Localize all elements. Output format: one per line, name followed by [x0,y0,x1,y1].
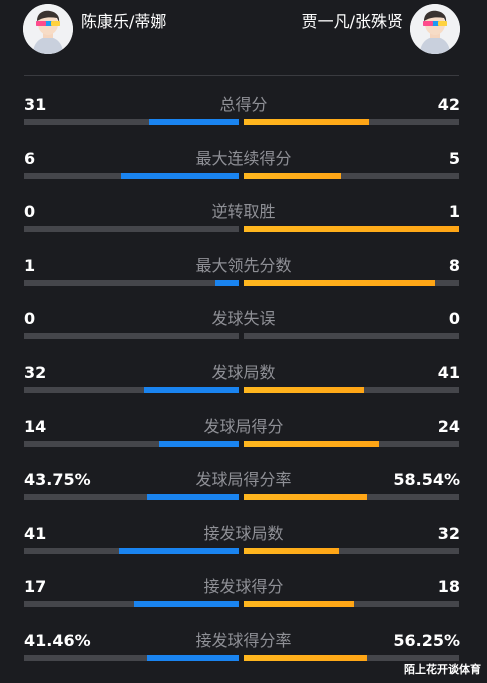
stat-right-bar-fill [244,226,459,233]
stat-right-value: 42 [437,95,460,114]
stat-label: 接发球得分 [203,577,284,597]
stat-left-bar-track [24,279,239,286]
stat-right-value: 8 [448,255,460,275]
stat-left-bar-fill [133,601,239,608]
stat-label: 发球失误 [211,309,276,329]
stat-left-bar-track [24,333,239,340]
stat-right-bar-fill [244,655,367,661]
stat-row: 发球局得分 14 24 [0,417,487,457]
left-player-avatar[interactable] [23,4,73,54]
stat-right-value: 5 [448,148,460,168]
stat-right-bar-fill [244,494,367,501]
stat-right-value: 32 [437,523,460,543]
stat-row: 发球局数 32 41 [0,363,487,403]
stat-right-value: 56.25% [393,631,460,650]
stat-left-bar-track [24,172,239,179]
stat-left-value: 17 [24,577,47,597]
stat-left-bar-fill [215,279,239,286]
stat-left-bar-track [24,601,239,608]
stat-left-value: 32 [24,363,47,382]
stat-right-bar-fill [244,601,354,608]
stat-label: 发球局数 [211,363,276,382]
stat-row: 总得分 31 42 [0,95,487,135]
stat-right-value: 58.54% [393,470,460,490]
stat-row: 最大领先分数 1 8 [0,256,487,296]
stat-right-bar-track [244,440,459,447]
stat-left-value: 6 [24,148,36,168]
stat-right-bar-fill [244,547,339,554]
stat-right-bar-track [244,601,459,608]
stat-right-bar-fill [244,279,436,286]
stat-left-bar-track [24,387,239,393]
stat-left-bar-fill [146,655,239,661]
stat-right-bar-track [244,333,459,340]
stat-right-value: 1 [448,202,460,222]
stat-label: 逆转取胜 [211,202,276,222]
left-player-name: 陈康乐/蒂娜 [81,12,167,31]
stat-right-value: 0 [448,309,460,329]
watermark: 陌上花开谈体育 [404,663,481,676]
stat-row: 接发球局数 41 32 [0,524,487,564]
stat-right-bar-track [244,494,459,501]
stat-left-bar-fill [118,547,239,554]
stat-right-bar-fill [244,172,341,179]
stat-right-bar-fill [244,440,380,447]
stat-row: 发球失误 0 0 [0,309,487,349]
stat-row: 接发球得分 17 18 [0,577,487,617]
stat-left-value: 41.46% [24,631,91,650]
stat-left-bar-track [24,119,239,125]
right-player-name: 贾一凡/张殊贤 [301,12,403,31]
stat-left-bar-track [24,547,239,554]
stat-label: 发球局得分 [203,416,284,436]
stat-label: 最大领先分数 [195,255,292,275]
stat-left-value: 1 [24,255,36,275]
header-divider [24,75,459,76]
stat-left-bar-track [24,494,239,501]
stat-row: 发球局得分率 43.75% 58.54% [0,470,487,510]
match-header: 陈康乐/蒂娜 贾一凡/张殊贤 [0,0,487,76]
stat-right-bar-track [244,279,459,286]
stat-right-value: 24 [437,416,460,436]
stat-right-bar-track [244,226,459,233]
stat-left-bar-fill [144,387,239,393]
stat-right-bar-track [244,655,459,661]
stat-left-bar-track [24,226,239,233]
stat-right-bar-track [244,547,459,554]
stat-label: 最大连续得分 [195,148,292,168]
stat-left-value: 0 [24,309,36,329]
right-player-avatar[interactable] [410,4,460,54]
stat-label: 接发球局数 [203,523,284,543]
stat-left-bar-fill [120,172,239,179]
stat-left-bar-track [24,440,239,447]
stat-right-bar-track [244,387,459,393]
stat-left-bar-fill [148,119,239,125]
stat-row: 最大连续得分 6 5 [0,149,487,189]
stat-label: 总得分 [219,95,268,114]
stat-right-bar-fill [244,387,365,393]
stat-left-value: 31 [24,95,47,114]
player-avatar-icon [23,4,73,54]
player-avatar-icon [410,4,460,54]
stat-right-bar-fill [244,119,369,125]
stat-left-bar-track [24,655,239,661]
stat-row: 逆转取胜 0 1 [0,202,487,242]
stat-left-bar-fill [146,494,239,501]
stat-left-value: 43.75% [24,470,91,490]
stat-right-value: 41 [437,363,460,382]
stat-label: 接发球得分率 [195,631,292,650]
stat-row: 接发球得分率 41.46% 56.25% [0,631,487,671]
stat-label: 发球局得分率 [195,470,292,490]
stat-right-bar-track [244,119,459,125]
stat-left-bar-fill [159,440,239,447]
stat-left-value: 14 [24,416,47,436]
stat-left-value: 41 [24,523,47,543]
stat-right-value: 18 [437,577,460,597]
stat-left-value: 0 [24,202,36,222]
stat-right-bar-track [244,172,459,179]
